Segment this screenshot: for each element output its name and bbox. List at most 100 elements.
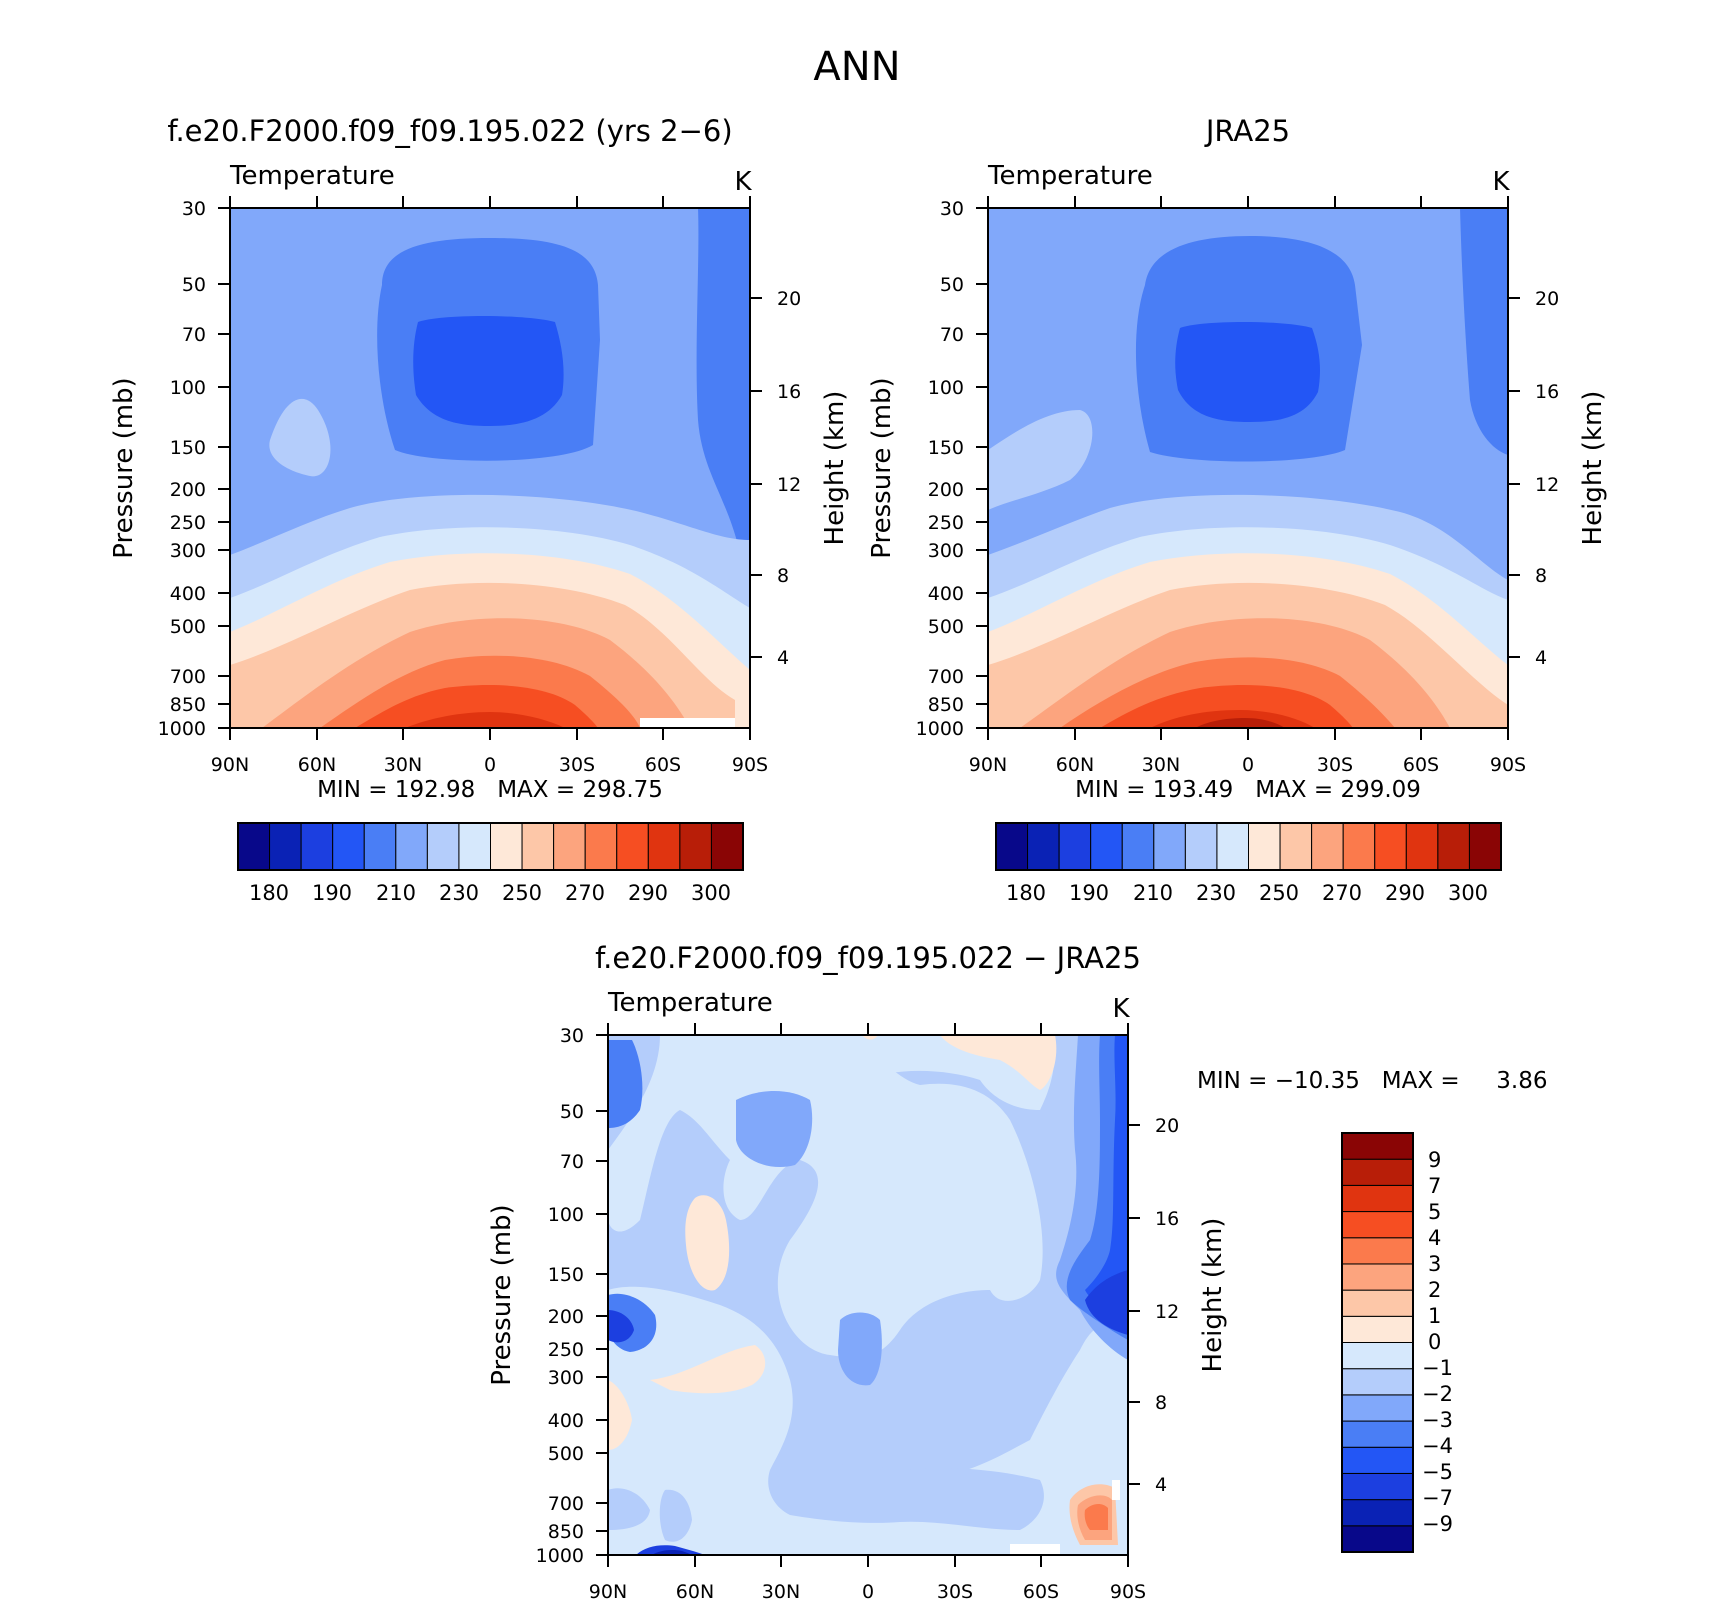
band-200-210 — [413, 316, 564, 426]
colorbar-swatch — [1121, 822, 1155, 871]
band-230-240-island — [269, 398, 331, 477]
panel-model: f.e20.F2000.f09_f09.195.022 (yrs 2−6) Te… — [109, 114, 850, 905]
y-tick: 500 — [548, 1443, 584, 1465]
panel-2-y2-ticks: 20 16 12 8 4 — [1535, 288, 1559, 669]
y-tick: 200 — [928, 479, 964, 501]
colorbar-frame — [995, 822, 1502, 871]
y-tick: 200 — [170, 479, 206, 501]
panel-diff: f.e20.F2000.f09_f09.195.022 − JRA25 Temp… — [487, 941, 1547, 1600]
y2-tick: 8 — [777, 565, 789, 587]
missing-data-pole — [1112, 1480, 1120, 1500]
panel-2-units: K — [1492, 167, 1510, 197]
band-0-1-top — [940, 1035, 1057, 1090]
band-0-1-top-small — [862, 1035, 878, 1040]
y-tick: 850 — [548, 1521, 584, 1543]
colorbar-swatch — [584, 822, 618, 871]
colorbar-label: 180 — [1006, 881, 1046, 905]
panel-1-ticks — [218, 196, 762, 740]
x-tick: 90N — [211, 754, 249, 776]
x-tick: 90S — [732, 754, 768, 776]
panel-3-colorbar: 9 7 5 4 3 2 1 0 −1 −2 −3 −4 −5 −7 −9 — [1341, 1132, 1453, 1553]
panel-2-y-ticks: 30 50 70 100 150 200 250 300 400 500 700… — [916, 198, 964, 740]
colorbar-label: 250 — [502, 881, 542, 905]
x-tick: 60S — [1023, 1581, 1059, 1600]
band-0-1-island-c — [608, 1380, 632, 1450]
y-tick: 400 — [548, 1410, 584, 1432]
y-tick: 30 — [940, 198, 964, 220]
y2-tick: 4 — [777, 647, 789, 669]
colorbar-swatch — [300, 822, 334, 871]
panel-3-y2-ticks: 20 16 12 8 4 — [1155, 1115, 1179, 1496]
colorbar-label: 5 — [1428, 1200, 1441, 1224]
colorbar-label: 300 — [1448, 881, 1488, 905]
y2-tick: 16 — [1535, 381, 1559, 403]
colorbar-swatch — [995, 822, 1029, 871]
colorbar-swatch — [426, 822, 460, 871]
panel-1-x-ticks: 90N 60N 30N 0 30S 60S 90S — [211, 754, 768, 776]
panel-1-contours — [230, 208, 750, 728]
colorbar-swatch — [332, 822, 365, 871]
colorbar-label: −9 — [1422, 1512, 1453, 1536]
colorbar-swatches — [995, 822, 1502, 871]
colorbar-frame — [1341, 1132, 1414, 1553]
colorbar-label: 190 — [312, 881, 352, 905]
band-0-1-island-b — [650, 1345, 766, 1394]
colorbar-label: 270 — [565, 881, 605, 905]
y-tick: 150 — [170, 437, 206, 459]
panel-3-y-ticks: 30 50 70 100 150 200 250 300 400 500 700… — [536, 1025, 584, 1567]
band-0-1-island-a — [685, 1195, 730, 1291]
y-tick: 500 — [928, 616, 964, 638]
panel-3-title: f.e20.F2000.f09_f09.195.022 − JRA25 — [595, 941, 1141, 975]
panel-2-subtitle: Temperature — [987, 161, 1153, 191]
panel-2-title: JRA25 — [1204, 114, 1290, 148]
colorbar-swatch — [1341, 1342, 1414, 1370]
colorbar-swatch — [1341, 1394, 1414, 1422]
colorbar-swatch — [237, 822, 271, 871]
colorbar-swatches — [237, 822, 744, 871]
colorbar-label: −4 — [1422, 1434, 1453, 1458]
y2-tick: 20 — [1155, 1115, 1179, 1137]
colorbar-label: 9 — [1428, 1148, 1441, 1172]
missing-data — [640, 718, 735, 728]
band-m9-m7-surface — [652, 1550, 692, 1555]
panel-1-stats: MIN = 192.98 MAX = 298.75 — [317, 777, 663, 803]
colorbar-swatch — [1248, 822, 1281, 871]
colorbar-labels: 180 190 210 230 250 270 290 300 — [1006, 881, 1488, 905]
y-tick: 700 — [928, 666, 964, 688]
y2-tick: 16 — [1155, 1208, 1179, 1230]
panel-1-y2label: Height (km) — [820, 391, 850, 546]
colorbar-swatch — [1184, 822, 1218, 871]
band-m1-0-top — [720, 1035, 1055, 1110]
panel-3-x-ticks: 90N 60N 30N 0 30S 60S 90S — [589, 1581, 1146, 1600]
y-tick: 1000 — [158, 718, 206, 740]
y-tick: 250 — [548, 1339, 584, 1361]
x-tick: 30S — [559, 754, 595, 776]
colorbar-swatch — [1279, 822, 1313, 871]
missing-data-surface — [1010, 1544, 1060, 1555]
panel-3-subtitle: Temperature — [607, 988, 773, 1018]
colorbar-swatch — [1342, 822, 1376, 871]
panel-1-colorbar: 180 190 210 230 250 270 290 300 — [237, 822, 744, 905]
x-tick: 60N — [1056, 754, 1094, 776]
panel-3-ticks — [596, 1023, 1140, 1567]
x-tick: 60N — [298, 754, 336, 776]
panel-1-title: f.e20.F2000.f09_f09.195.022 (yrs 2−6) — [167, 114, 732, 148]
y-tick: 100 — [548, 1204, 584, 1226]
colorbar-swatch — [710, 822, 744, 871]
x-tick: 60N — [676, 1581, 714, 1600]
y-tick: 700 — [170, 666, 206, 688]
panel-obs: JRA25 Temperature K 90N — [867, 114, 1608, 905]
colorbar-swatch — [1341, 1132, 1414, 1160]
colorbar-label: 190 — [1069, 881, 1109, 905]
panel-1-ylabel: Pressure (mb) — [109, 377, 139, 558]
band-210-220-pole — [1460, 208, 1508, 455]
band-m5-m4-pole — [1085, 1035, 1128, 1330]
band-295-300 — [405, 712, 565, 728]
y2-tick: 8 — [1155, 1392, 1167, 1414]
colorbar-swatch — [1341, 1525, 1414, 1553]
y-tick: 400 — [170, 583, 206, 605]
figure-title: ANN — [813, 44, 900, 90]
x-tick: 90S — [1110, 1581, 1146, 1600]
colorbar-label: 180 — [249, 881, 289, 905]
y-tick: 150 — [548, 1264, 584, 1286]
